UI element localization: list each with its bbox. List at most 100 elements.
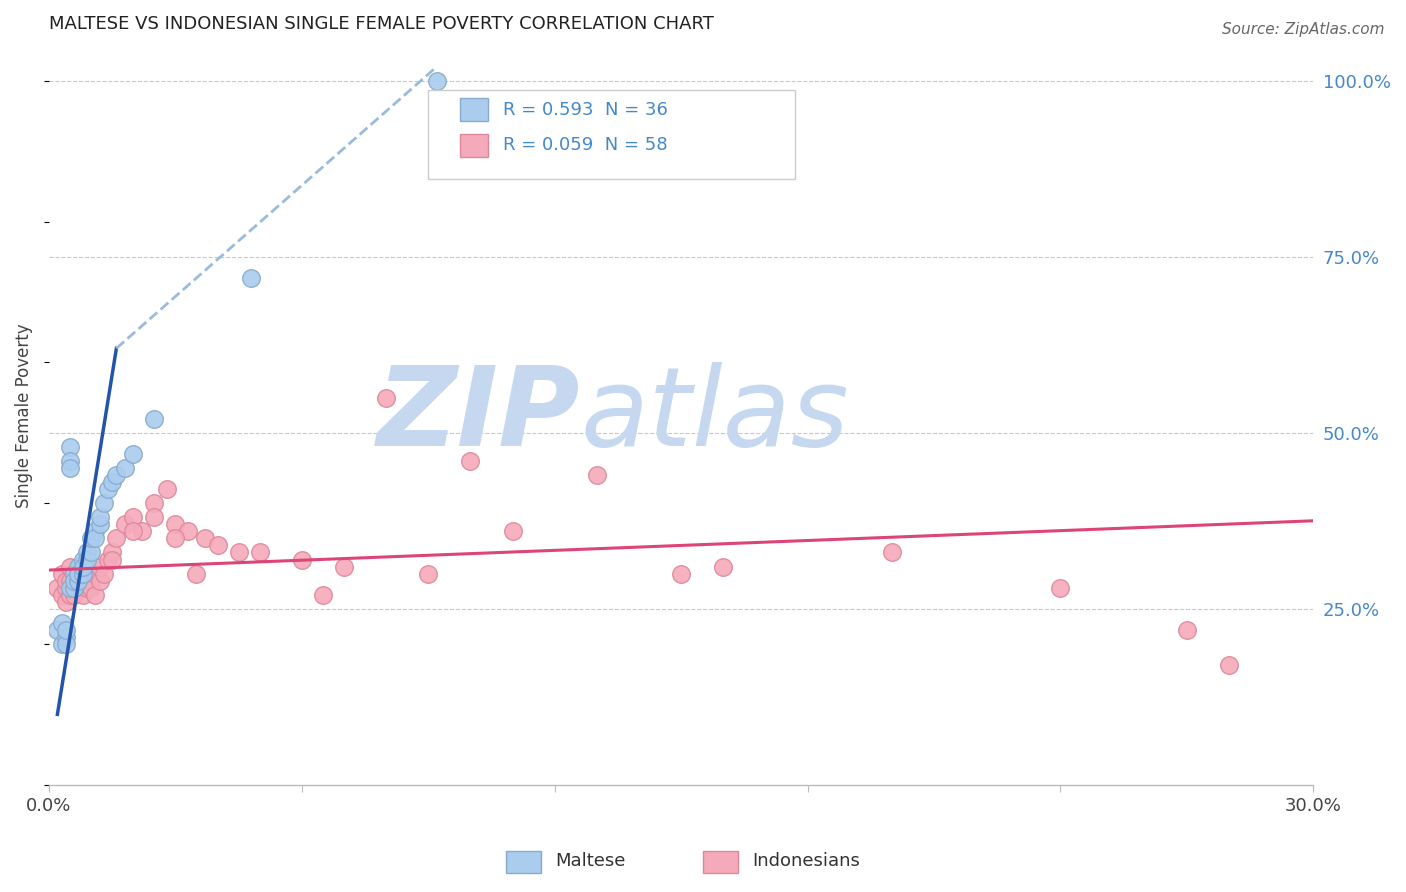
Point: [80, 532, 103, 546]
Point: [97, 552, 120, 566]
Point: [89, 559, 111, 574]
Point: [80, 581, 103, 595]
Point: [80, 574, 103, 588]
Point: [1218, 658, 1240, 673]
Point: [63, 581, 86, 595]
Point: [89, 574, 111, 588]
Point: [131, 524, 153, 539]
Point: [143, 496, 166, 510]
Point: [72, 574, 94, 588]
Point: [55, 623, 77, 637]
Point: [669, 566, 692, 581]
Point: [711, 559, 734, 574]
Point: [101, 552, 124, 566]
Point: [84, 588, 107, 602]
Point: [105, 468, 128, 483]
Point: [72, 559, 94, 574]
Point: [59, 559, 82, 574]
Point: [63, 566, 86, 581]
Point: [55, 574, 77, 588]
Point: [143, 510, 166, 524]
Point: [46, 581, 69, 595]
Point: [55, 581, 77, 595]
Text: Indonesians: Indonesians: [752, 852, 860, 870]
Point: [114, 461, 136, 475]
Point: [165, 517, 187, 532]
Point: [72, 588, 94, 602]
Point: [101, 545, 124, 559]
Point: [177, 524, 200, 539]
Text: ZIP: ZIP: [377, 362, 581, 468]
Point: [67, 574, 90, 588]
Text: Maltese: Maltese: [555, 852, 626, 870]
Point: [84, 566, 107, 581]
FancyBboxPatch shape: [429, 90, 794, 178]
Point: [89, 517, 111, 532]
Point: [72, 552, 94, 566]
Point: [426, 74, 449, 88]
Text: MALTESE VS INDONESIAN SINGLE FEMALE POVERTY CORRELATION CHART: MALTESE VS INDONESIAN SINGLE FEMALE POVE…: [49, 15, 714, 33]
Text: R = 0.593  N = 36: R = 0.593 N = 36: [503, 101, 668, 119]
Point: [76, 552, 98, 566]
Point: [143, 411, 166, 425]
Point: [55, 637, 77, 651]
Point: [46, 623, 69, 637]
Point: [585, 468, 607, 483]
Point: [59, 461, 82, 475]
Point: [55, 595, 77, 609]
Point: [63, 566, 86, 581]
Point: [122, 510, 145, 524]
Point: [880, 545, 903, 559]
Text: R = 0.059  N = 58: R = 0.059 N = 58: [503, 136, 668, 154]
Point: [63, 574, 86, 588]
Point: [67, 559, 90, 574]
Point: [228, 545, 250, 559]
FancyBboxPatch shape: [460, 98, 488, 121]
Point: [59, 588, 82, 602]
Point: [502, 524, 524, 539]
Point: [312, 588, 335, 602]
Point: [51, 588, 73, 602]
Point: [93, 566, 115, 581]
Point: [84, 532, 107, 546]
Y-axis label: Single Female Poverty: Single Female Poverty: [15, 323, 32, 508]
Point: [76, 545, 98, 559]
Point: [291, 552, 314, 566]
Point: [114, 517, 136, 532]
Point: [97, 482, 120, 496]
Point: [156, 482, 179, 496]
Point: [63, 588, 86, 602]
Point: [80, 545, 103, 559]
Point: [59, 574, 82, 588]
Point: [165, 532, 187, 546]
Point: [249, 545, 271, 559]
Point: [186, 566, 208, 581]
Point: [51, 566, 73, 581]
FancyBboxPatch shape: [703, 851, 738, 873]
Point: [333, 559, 356, 574]
FancyBboxPatch shape: [506, 851, 541, 873]
Text: atlas: atlas: [581, 362, 849, 468]
Point: [59, 454, 82, 468]
Point: [84, 524, 107, 539]
Point: [67, 581, 90, 595]
Point: [76, 566, 98, 581]
Point: [194, 532, 217, 546]
Point: [240, 271, 263, 285]
Point: [63, 581, 86, 595]
FancyBboxPatch shape: [460, 134, 488, 156]
Point: [55, 630, 77, 644]
Point: [460, 454, 482, 468]
Point: [122, 447, 145, 461]
Point: [59, 440, 82, 454]
Point: [89, 510, 111, 524]
Point: [101, 475, 124, 489]
Point: [418, 566, 440, 581]
Point: [207, 538, 229, 552]
Point: [51, 637, 73, 651]
Point: [375, 391, 398, 405]
Point: [51, 615, 73, 630]
Point: [105, 532, 128, 546]
Point: [67, 566, 90, 581]
Point: [1175, 623, 1198, 637]
